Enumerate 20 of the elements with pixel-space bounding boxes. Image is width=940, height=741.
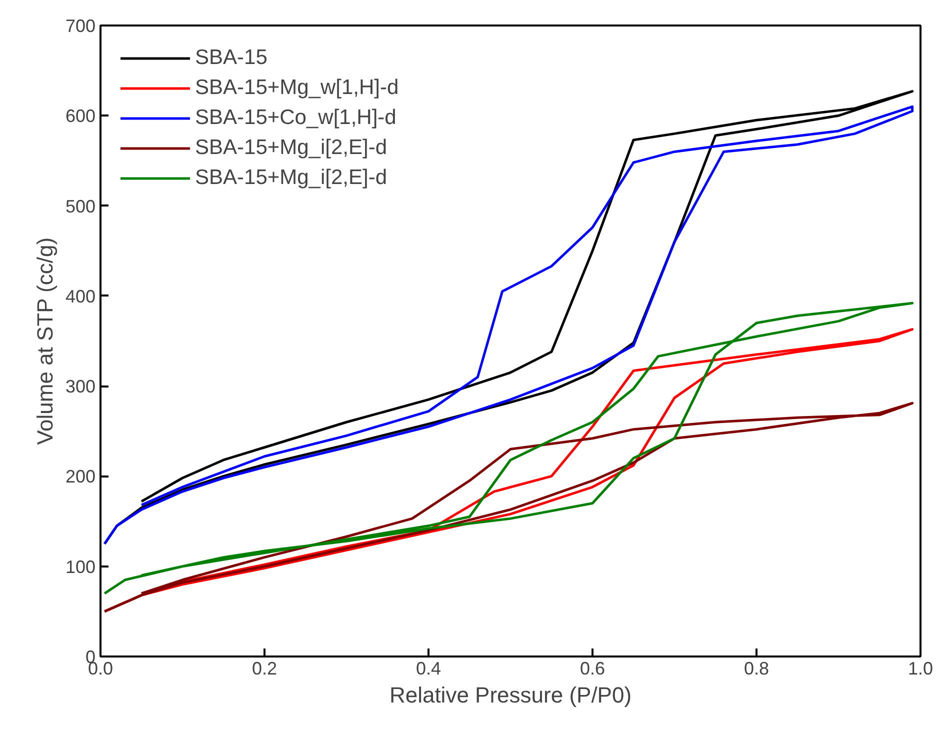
x-tick-label: 1.0 xyxy=(908,658,934,678)
x-tick-label: 0.2 xyxy=(252,658,278,678)
y-tick-label: 500 xyxy=(65,196,96,216)
x-tick-label: 0.6 xyxy=(580,658,606,678)
y-tick-label: 300 xyxy=(65,376,96,397)
y-axis-title: Volume at STP (cc/g) xyxy=(32,237,58,445)
legend-label: SBA-15+Mg_w[1,H]-d xyxy=(195,75,399,101)
y-tick-label: 200 xyxy=(65,466,96,487)
y-tick-label: 600 xyxy=(65,106,96,126)
legend-label: SBA-15 xyxy=(195,45,268,71)
y-tick-label: 700 xyxy=(65,16,96,36)
line-series xyxy=(103,402,914,613)
legend-label: SBA-15+Mg_i[2,E]-d xyxy=(195,135,388,161)
y-tick-label: 100 xyxy=(65,556,96,577)
x-axis-title: Relative Pressure (P/P0) xyxy=(389,682,632,708)
legend-label: SBA-15+Co_w[1,H]-d xyxy=(195,105,396,131)
y-tick-label: 400 xyxy=(65,286,96,306)
legend-label: SBA-15+Mg_i[2,E]-d xyxy=(195,165,388,191)
x-tick-label: 0.8 xyxy=(744,658,770,678)
x-tick-label: 0.4 xyxy=(416,658,442,678)
